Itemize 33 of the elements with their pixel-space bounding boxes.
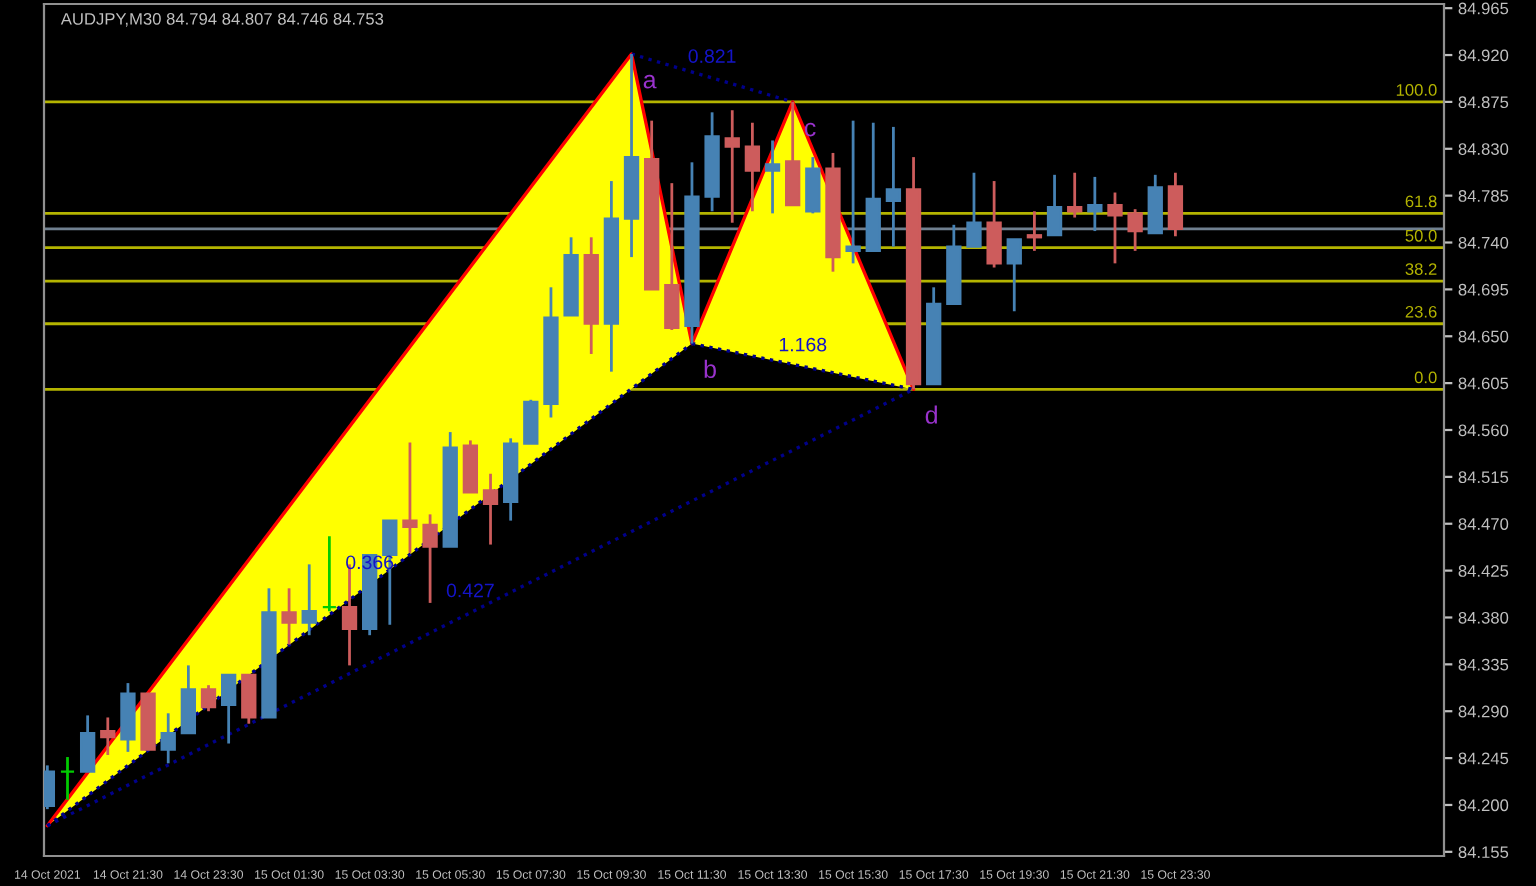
y-tick-label: 84.335 bbox=[1458, 658, 1509, 671]
y-tick-label: 84.155 bbox=[1458, 846, 1509, 859]
y-tick-label: 84.785 bbox=[1458, 190, 1509, 202]
y-tick-label: 84.470 bbox=[1458, 518, 1509, 530]
y-tick-label: 84.515 bbox=[1458, 471, 1509, 484]
annotation: 50.0 bbox=[1405, 229, 1437, 242]
annotation: 61.8 bbox=[1405, 195, 1437, 208]
annotation: d bbox=[925, 405, 937, 424]
annotation: 0.427 bbox=[446, 583, 494, 598]
annotation: 0.0 bbox=[1414, 371, 1437, 384]
annotation: 100.0 bbox=[1396, 84, 1437, 96]
annotation: c bbox=[804, 122, 816, 137]
y-tick-label: 84.875 bbox=[1458, 96, 1509, 109]
y-tick-label: 84.830 bbox=[1458, 143, 1509, 155]
y-tick-label: 84.920 bbox=[1458, 49, 1509, 62]
annotation: 23.6 bbox=[1405, 305, 1437, 318]
chart-title: AUDJPY,M30 84.794 84.807 84.746 84.753 bbox=[60, 12, 384, 27]
y-tick-label: 84.200 bbox=[1458, 799, 1509, 812]
y-tick-label: 84.605 bbox=[1458, 377, 1509, 390]
annotation: a bbox=[643, 74, 657, 89]
y-tick-label: 84.425 bbox=[1458, 565, 1509, 577]
y-tick-label: 84.650 bbox=[1458, 330, 1509, 343]
annotation: 0.821 bbox=[688, 49, 736, 63]
y-tick-label: 84.695 bbox=[1458, 283, 1509, 296]
y-tick-label: 84.245 bbox=[1458, 752, 1509, 765]
annotation: b bbox=[704, 359, 716, 379]
annotation: 38.2 bbox=[1405, 263, 1437, 275]
y-tick-label: 84.740 bbox=[1458, 236, 1509, 249]
y-tick-label: 84.560 bbox=[1458, 424, 1509, 437]
y-tick-label: 84.290 bbox=[1458, 705, 1509, 718]
y-tick-label: 84.380 bbox=[1458, 611, 1509, 624]
y-tick-label: 84.965 bbox=[1458, 2, 1509, 15]
annotation: 1.168 bbox=[779, 337, 827, 352]
